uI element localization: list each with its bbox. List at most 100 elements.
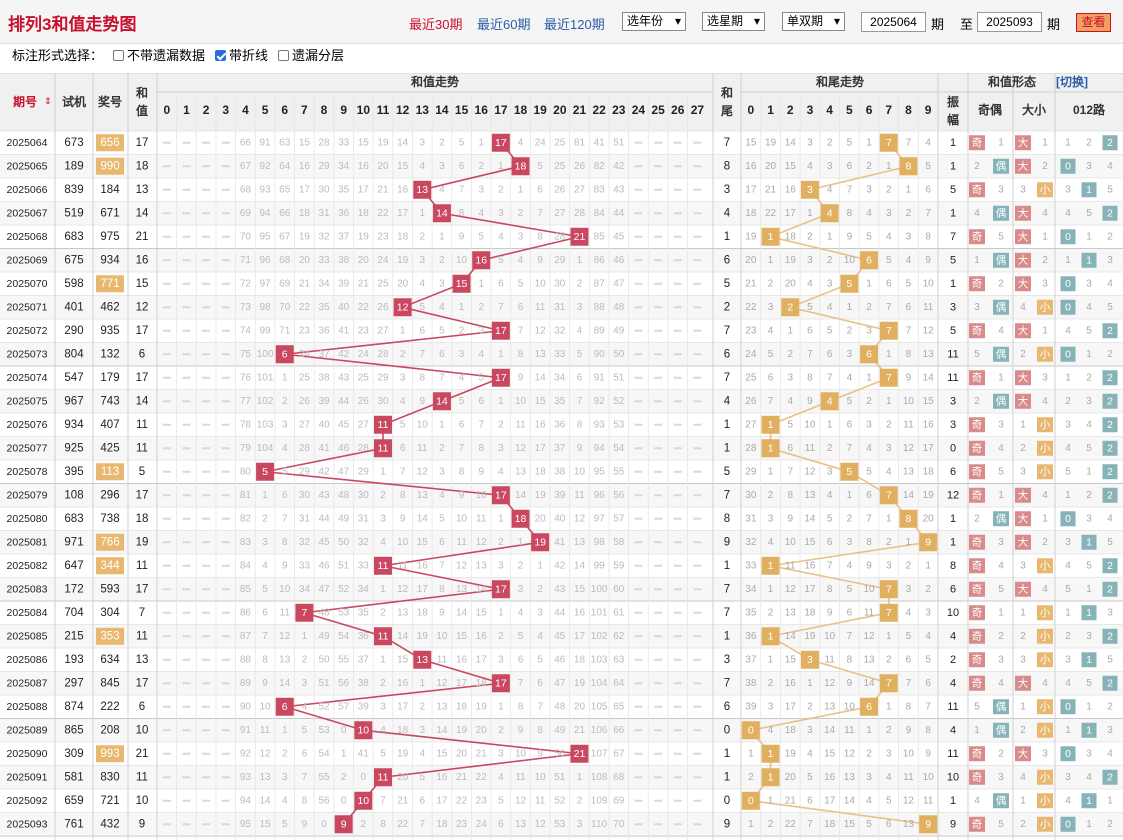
tail-hit-label: 3 bbox=[807, 184, 813, 196]
tail-cell: 8 bbox=[724, 160, 730, 172]
sum-miss-cell: 13 bbox=[279, 654, 291, 665]
sum-miss-cell: 52 bbox=[613, 396, 625, 407]
route-miss: 3 bbox=[1107, 725, 1113, 736]
sum-hit-label: 12 bbox=[397, 301, 409, 313]
odd-even-label: 偶 bbox=[996, 512, 1007, 525]
route-miss: 3 bbox=[1065, 654, 1071, 665]
odd-even-badge bbox=[969, 276, 985, 292]
sum-miss-cell: 74 bbox=[240, 325, 252, 336]
sum-miss-cell: 1 bbox=[282, 372, 288, 383]
with-polyline-checkbox[interactable] bbox=[215, 50, 227, 61]
sum-missing-mark bbox=[221, 541, 230, 544]
sum-miss-cell: 2 bbox=[419, 701, 425, 712]
tail-miss-cell: 24 bbox=[745, 349, 757, 360]
sum-miss-cell: 75 bbox=[240, 349, 252, 360]
sum-missing-mark bbox=[673, 799, 682, 802]
no-missing-data-checkbox[interactable] bbox=[113, 50, 125, 61]
size-miss: 2 bbox=[1042, 161, 1048, 172]
weekday-select[interactable]: 选星期 bbox=[702, 12, 765, 31]
query-button[interactable]: 查看 bbox=[1076, 13, 1111, 32]
tail-cell: 2 bbox=[724, 301, 730, 313]
sum-miss-cell: 4 bbox=[380, 725, 386, 736]
amplitude-cell: 6 bbox=[950, 583, 956, 595]
tail-miss-cell: 5 bbox=[807, 772, 813, 783]
sum-miss-cell: 10 bbox=[260, 701, 272, 712]
prize-cell: 738 bbox=[100, 513, 119, 525]
tail-hit-mark bbox=[840, 462, 859, 481]
tail-miss-cell: 4 bbox=[886, 772, 892, 783]
sum-missing-mark bbox=[693, 470, 702, 473]
sum-miss-cell: 1 bbox=[439, 419, 445, 430]
sum-missing-mark bbox=[202, 235, 211, 238]
recent-60-link[interactable]: 最近60期 bbox=[477, 17, 531, 32]
sum-miss-cell: 93 bbox=[240, 772, 252, 783]
sum-hit-mark bbox=[491, 674, 510, 693]
size-badge bbox=[1015, 229, 1031, 245]
tail-cell: 1 bbox=[724, 771, 730, 783]
period-from-input[interactable]: 2025064 bbox=[861, 12, 926, 32]
odd-even-badge bbox=[969, 182, 985, 198]
amplitude-cell: 1 bbox=[950, 536, 956, 548]
tail-miss-cell: 20 bbox=[785, 772, 797, 783]
odd-even-label: 奇 bbox=[972, 535, 983, 548]
sum-miss-cell: 16 bbox=[476, 631, 488, 642]
amplitude-cell: 12 bbox=[947, 489, 959, 501]
sum-miss-cell: 49 bbox=[613, 325, 625, 336]
sum-miss-cell: 85 bbox=[240, 584, 252, 595]
period-to-input[interactable]: 2025093 bbox=[977, 12, 1042, 32]
sum-miss-cell: 91 bbox=[594, 372, 606, 383]
sum-miss-cell: 1 bbox=[380, 584, 386, 595]
sum-miss-cell: 16 bbox=[436, 772, 448, 783]
sum-miss-cell: 3 bbox=[419, 255, 425, 266]
sum-miss-cell: 4 bbox=[459, 372, 465, 383]
trial-cell: 519 bbox=[64, 207, 83, 219]
tail-miss-cell: 5 bbox=[866, 819, 872, 830]
sum-miss-cell: 12 bbox=[476, 537, 488, 548]
sum-miss-cell: 2 bbox=[498, 725, 504, 736]
recent-30-link[interactable]: 最近30期 bbox=[409, 17, 463, 32]
tail-axis-label: 8 bbox=[905, 103, 912, 117]
sum-miss-cell: 8 bbox=[459, 466, 465, 477]
period-header[interactable]: 期号 bbox=[13, 94, 37, 109]
tail-miss-cell: 1 bbox=[768, 255, 774, 266]
size-badge bbox=[1037, 417, 1053, 433]
tail-miss-cell: 5 bbox=[827, 513, 833, 524]
sum-miss-cell: 35 bbox=[318, 302, 330, 313]
tail-axis-label: 7 bbox=[885, 103, 892, 117]
odd-even-miss: 5 bbox=[998, 584, 1004, 595]
sum-missing-mark bbox=[693, 752, 702, 755]
tail-hit-mark bbox=[741, 721, 760, 740]
trial-cell: 673 bbox=[64, 137, 83, 149]
route-badge bbox=[1102, 417, 1118, 433]
sum-miss-cell: 71 bbox=[240, 255, 252, 266]
odd-even-miss: 5 bbox=[998, 466, 1004, 477]
amplitude-cell: 6 bbox=[950, 466, 956, 478]
route-miss: 5 bbox=[1086, 560, 1092, 571]
odd-even-miss: 5 bbox=[974, 701, 980, 712]
sum-missing-mark bbox=[654, 376, 663, 379]
tail-miss-cell: 1 bbox=[906, 184, 912, 195]
missing-layers-checkbox[interactable] bbox=[278, 50, 290, 61]
tail-miss-cell: 7 bbox=[807, 349, 813, 360]
sum-missing-mark bbox=[182, 494, 191, 497]
tail-miss-cell: 7 bbox=[925, 701, 931, 712]
sum-missing-mark bbox=[693, 141, 702, 144]
annotation-options: 标注形式选择： 不带遗漏数据 带折线 遗漏分层 bbox=[12, 48, 344, 64]
sum-missing-mark bbox=[673, 682, 682, 685]
recent-120-link[interactable]: 最近120期 bbox=[544, 17, 605, 32]
sum-miss-cell: 15 bbox=[397, 654, 409, 665]
odd-even-period-select[interactable]: 单双期 bbox=[782, 12, 845, 31]
sort-icon[interactable]: ⇕ bbox=[44, 97, 52, 107]
sum-miss-cell: 4 bbox=[262, 560, 268, 571]
sum-miss-cell: 5 bbox=[459, 396, 465, 407]
sum-missing-mark bbox=[182, 306, 191, 309]
tail-miss-cell: 11 bbox=[903, 772, 914, 783]
tail-miss-cell: 2 bbox=[768, 278, 774, 289]
tail-hit-mark bbox=[741, 791, 760, 810]
year-select[interactable]: 选年份 bbox=[622, 12, 686, 31]
sum-hit-label: 16 bbox=[475, 254, 487, 266]
odd-even-miss: 1 bbox=[974, 725, 980, 736]
tail-miss-cell: 4 bbox=[807, 748, 813, 759]
switch-link[interactable]: [切换] bbox=[1056, 74, 1088, 89]
sum-missing-mark bbox=[221, 517, 230, 520]
